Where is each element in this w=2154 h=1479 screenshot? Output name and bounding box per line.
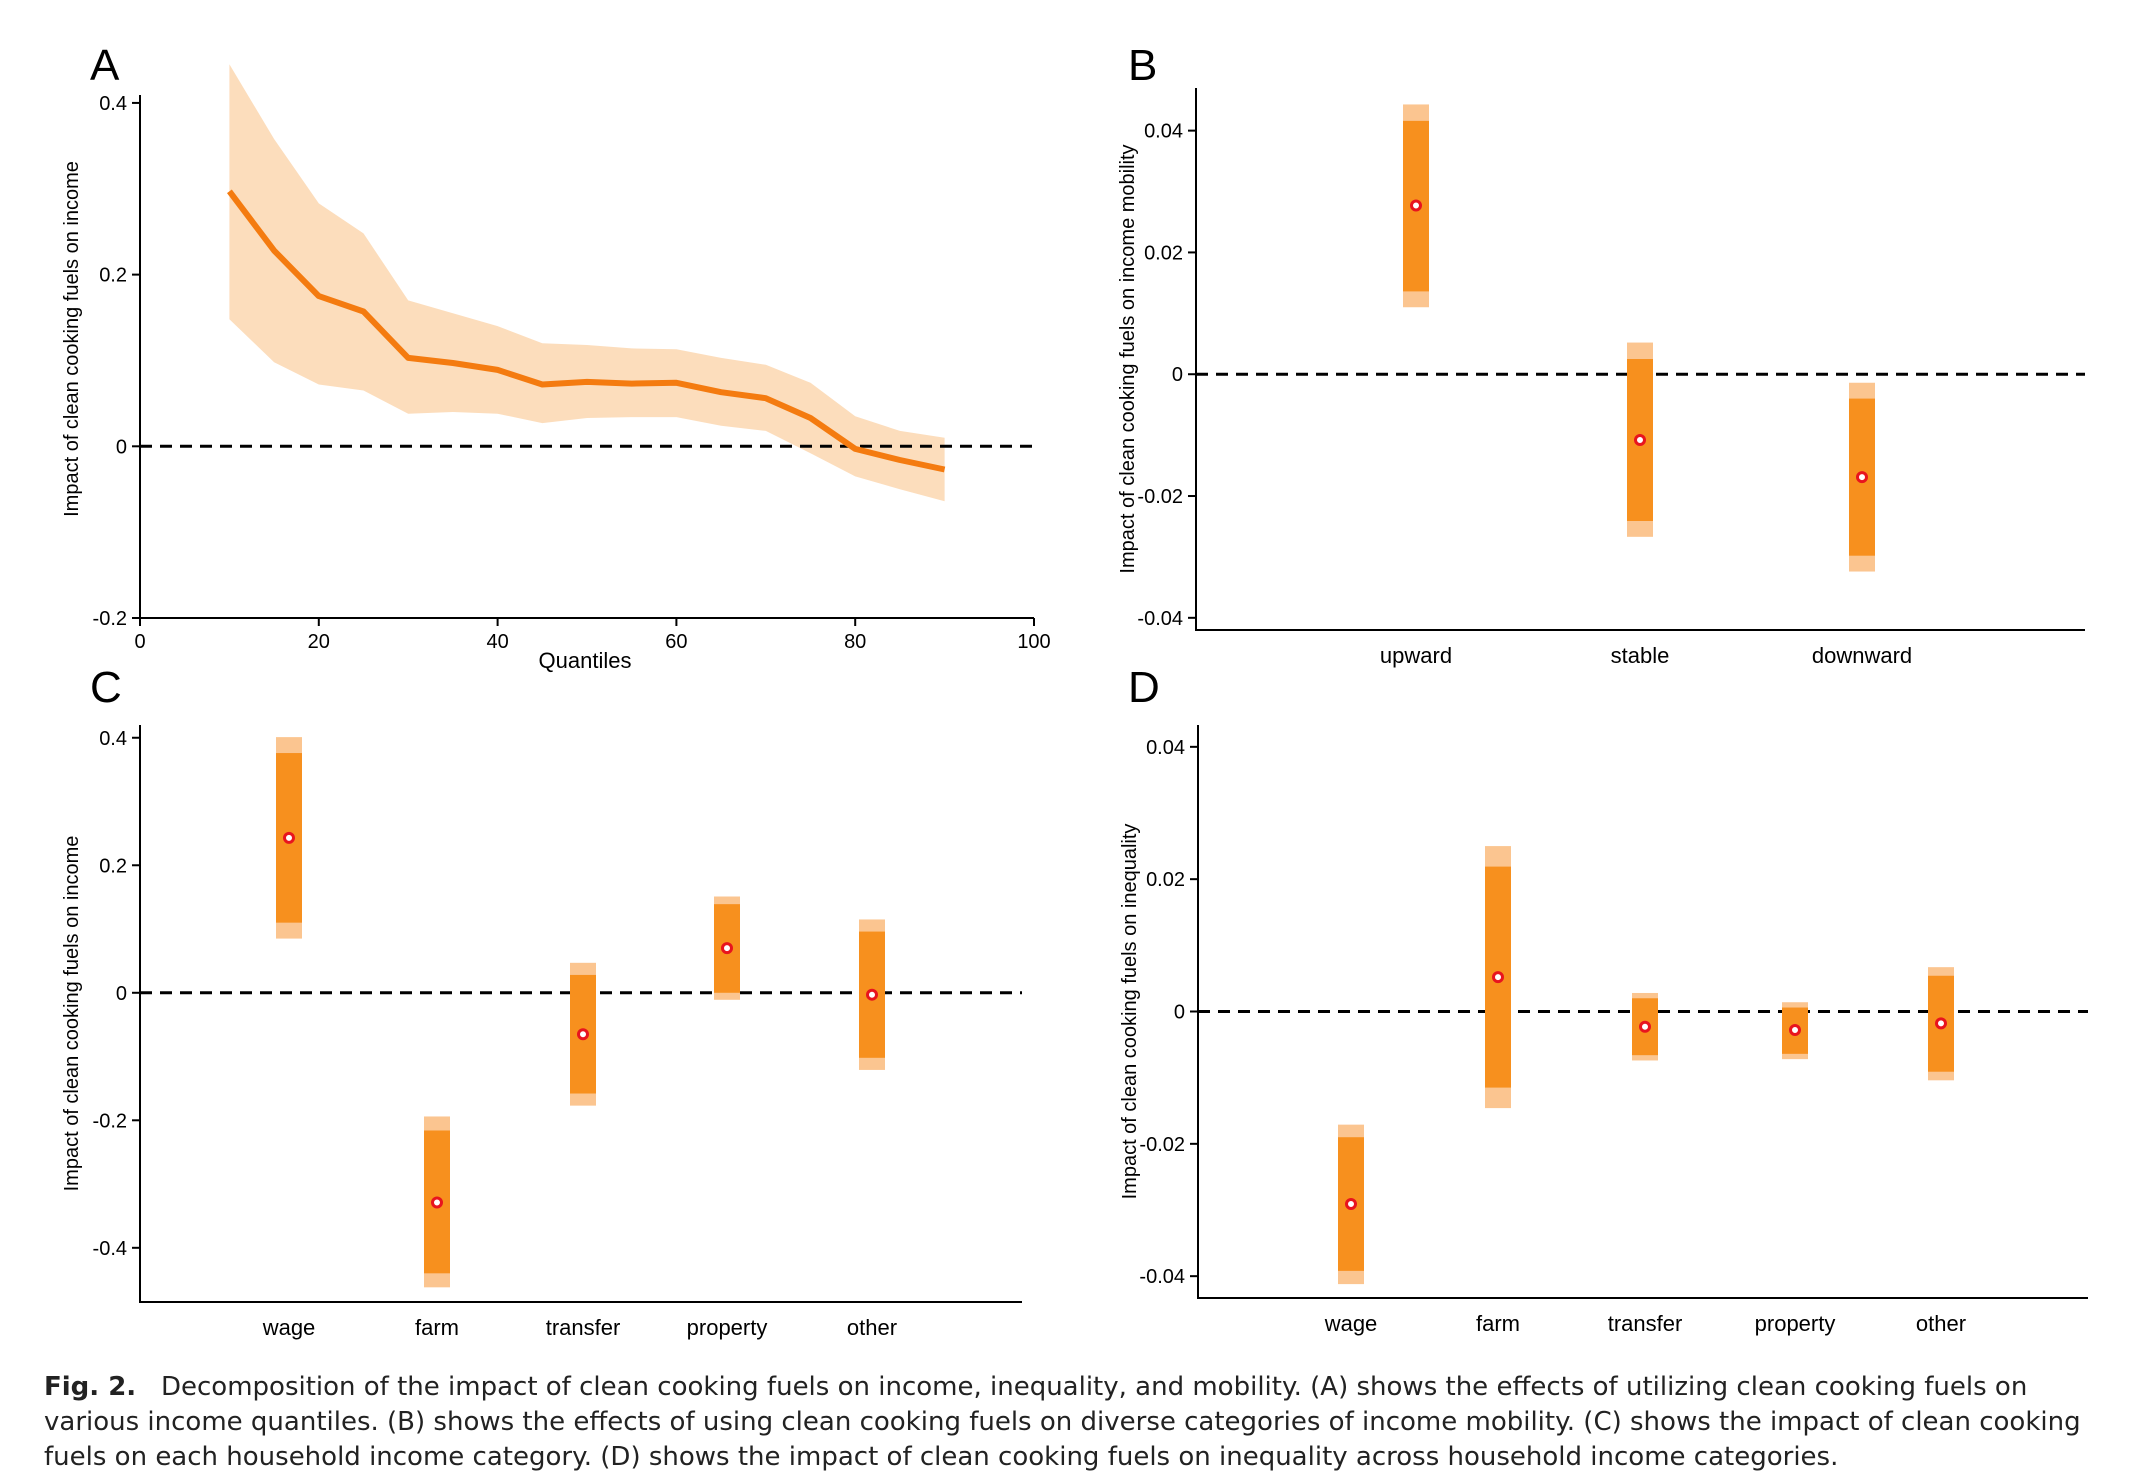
y-axis-label: Impact of clean cooking fuels on income [61, 161, 83, 517]
x-category-label: wage [262, 1315, 316, 1340]
x-tick-label: 0 [134, 631, 145, 653]
x-axis-label: Quantiles [539, 648, 632, 673]
y-tick-label: 0.4 [99, 728, 127, 750]
x-category-label: farm [415, 1315, 459, 1340]
y-tick-label: 0.04 [1146, 737, 1185, 759]
x-category-label: other [847, 1315, 897, 1340]
point-estimate [866, 988, 878, 1001]
y-tick-label: 0.02 [1144, 242, 1183, 264]
panel-a: A -0.2 0 0.2 0.4 Impact of clean cooking fuel… [61, 41, 1051, 673]
x-category-label: downward [1812, 643, 1912, 668]
panel-letter: D [1128, 663, 1160, 712]
x-category-label: property [1755, 1311, 1836, 1336]
x-tick-label: 80 [844, 631, 866, 653]
panel-letter: A [90, 41, 120, 90]
x-category-label: stable [1611, 643, 1670, 668]
point-estimate [283, 831, 295, 844]
x-tick-label: 40 [486, 631, 508, 653]
estimate-line [227, 189, 946, 473]
panel-letter: C [90, 663, 122, 712]
point-estimate [1345, 1198, 1357, 1211]
y-axis-label: Impact of clean cooking fuels on income [61, 836, 83, 1192]
x-category-label: wage [1324, 1311, 1378, 1336]
y-tick-label: -0.2 [93, 1110, 127, 1132]
point-estimate [577, 1028, 589, 1041]
caption-text: Decomposition of the impact of clean coo… [44, 1372, 2081, 1472]
y-tick-label: -0.04 [1137, 608, 1183, 630]
y-axis-label: Impact of clean cooking fuels on inequal… [1119, 824, 1141, 1200]
y-tick-label: -0.04 [1139, 1266, 1185, 1288]
x-category-label: transfer [1608, 1311, 1683, 1336]
x-category-label: transfer [546, 1315, 621, 1340]
point-estimate [1789, 1024, 1801, 1037]
point-estimate [1634, 433, 1646, 446]
point-estimate [1492, 971, 1504, 984]
x-tick-label: 100 [1017, 631, 1050, 653]
x-tick-label: 20 [308, 631, 330, 653]
y-tick-label: 0 [116, 436, 127, 458]
y-tick-label: -0.4 [93, 1238, 127, 1260]
y-tick-label: 0 [116, 983, 127, 1005]
panel-letter: B [1128, 41, 1157, 90]
panel-d: D -0.04 -0.02 0 0.02 0.04 Impact of clean cook… [1119, 663, 2088, 1336]
x-category-label: farm [1476, 1311, 1520, 1336]
y-tick-label: 0.4 [99, 93, 127, 115]
y-axis-label: Impact of clean cooking fuels on income … [1117, 144, 1139, 573]
caption-label: Fig. 2. [44, 1372, 137, 1402]
y-tick-label: -0.02 [1137, 486, 1183, 508]
y-tick-label: 0.2 [99, 265, 127, 287]
point-estimate [1639, 1020, 1651, 1033]
point-estimate [431, 1196, 443, 1209]
confidence-band [229, 64, 945, 502]
point-estimate [1856, 471, 1868, 484]
y-tick-label: 0 [1172, 364, 1183, 386]
point-estimate [1410, 199, 1422, 212]
y-tick-label: -0.02 [1139, 1134, 1185, 1156]
y-tick-label: 0.02 [1146, 869, 1185, 891]
y-tick-label: 0.2 [99, 855, 127, 877]
panel-c: C -0.4 -0.2 0 0.2 0.4 Impact of clean cooking … [61, 663, 1022, 1340]
y-tick-label: -0.2 [93, 608, 127, 630]
figure-caption: Fig. 2. Decomposition of the impact of c… [44, 1370, 2124, 1475]
x-tick-label: 60 [665, 631, 687, 653]
x-category-label: other [1916, 1311, 1966, 1336]
x-category-label: property [687, 1315, 768, 1340]
y-tick-label: 0.04 [1144, 121, 1183, 143]
x-category-label: upward [1380, 643, 1452, 668]
point-estimate [721, 942, 733, 955]
point-estimate [1935, 1017, 1947, 1030]
y-tick-label: 0 [1174, 1002, 1185, 1024]
